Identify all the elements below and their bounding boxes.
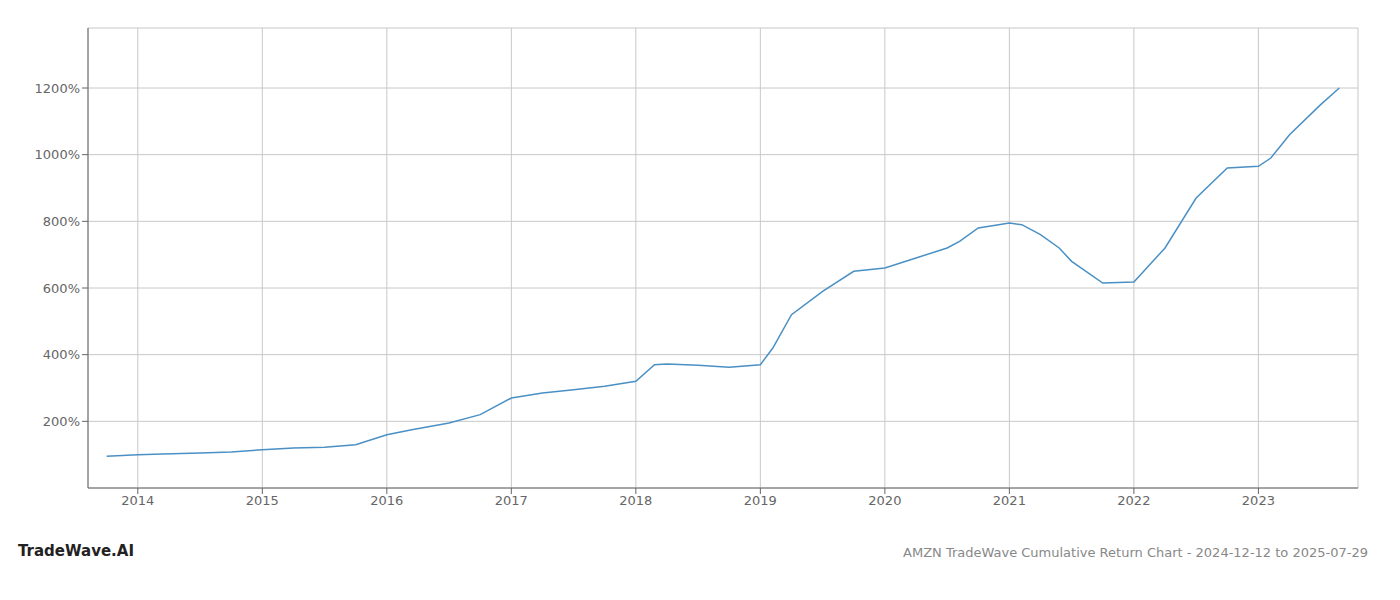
svg-text:2023: 2023 [1242,493,1275,508]
svg-text:2018: 2018 [619,493,652,508]
svg-text:600%: 600% [43,281,80,296]
svg-text:400%: 400% [43,347,80,362]
svg-text:1000%: 1000% [35,147,80,162]
svg-text:2015: 2015 [246,493,279,508]
html-text:AMZN TradeWave Cumulative Retu: AMZN TradeWave Cumulative Return Chart -… [903,545,1368,560]
svg-text:2016: 2016 [370,493,403,508]
svg-text:2020: 2020 [868,493,901,508]
svg-text:2021: 2021 [993,493,1026,508]
html-text:TradeWave.AI: TradeWave.AI [18,542,134,560]
svg-text:1200%: 1200% [35,81,80,96]
svg-text:200%: 200% [43,414,80,429]
svg-text:2014: 2014 [121,493,154,508]
svg-text:2022: 2022 [1117,493,1150,508]
svg-text:2019: 2019 [744,493,777,508]
svg-text:800%: 800% [43,214,80,229]
svg-text:2017: 2017 [495,493,528,508]
